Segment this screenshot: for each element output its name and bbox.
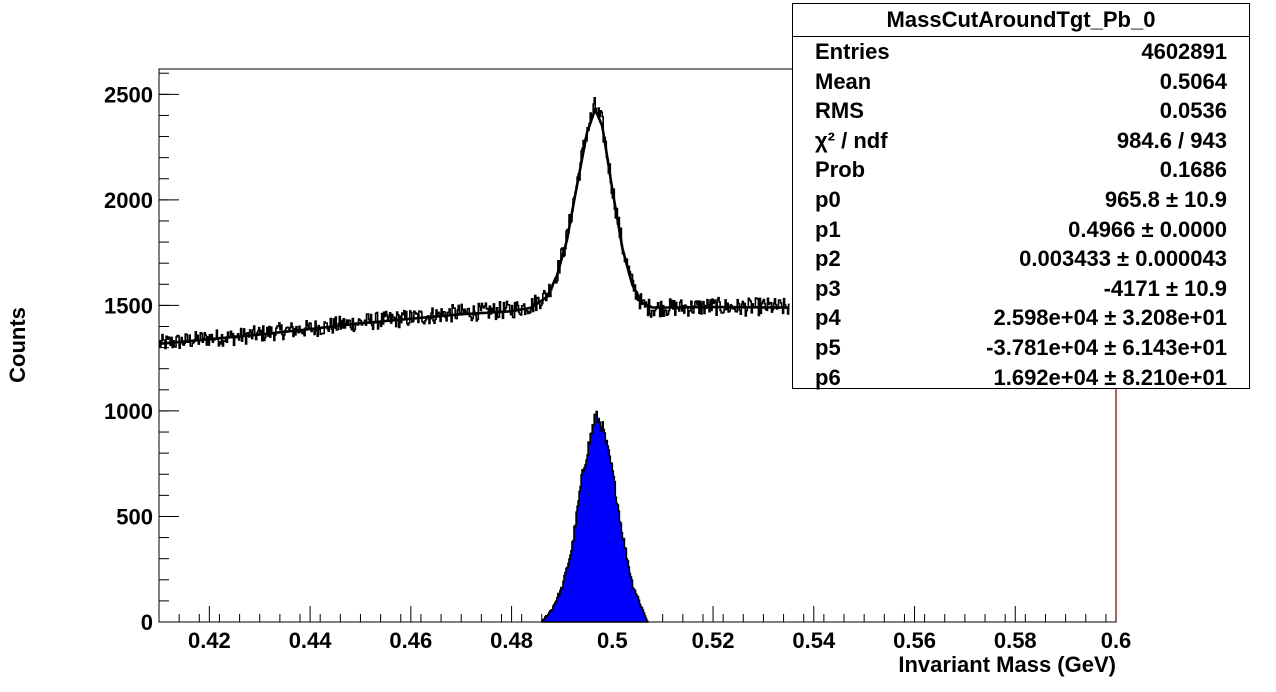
stats-row-value: 0.1686 — [1159, 157, 1227, 183]
y-tick-label: 0 — [141, 610, 153, 635]
stats-row-name: p1 — [815, 216, 841, 242]
stats-row: p4 2.598e+04 ± 3.208e+01 — [815, 303, 1227, 333]
stats-row-value: 2.598e+04 ± 3.208e+01 — [993, 305, 1227, 331]
stats-row: Prob 0.1686 — [815, 155, 1227, 185]
x-tick-label: 0.54 — [792, 628, 836, 653]
stats-row-value: 0.4966 ± 0.0000 — [1068, 216, 1227, 242]
stats-row-value: 0.003433 ± 0.000043 — [1019, 246, 1227, 272]
x-tick-label: 0.44 — [289, 628, 333, 653]
stats-row: p2 0.003433 ± 0.000043 — [815, 244, 1227, 274]
stats-row: Mean 0.5064 — [815, 67, 1227, 97]
x-tick-label: 0.58 — [994, 628, 1037, 653]
stats-row-name: p6 — [815, 364, 841, 390]
stats-row: RMS 0.0536 — [815, 96, 1227, 126]
stats-row: p5 -3.781e+04 ± 6.143e+01 — [815, 333, 1227, 363]
y-tick-label: 1500 — [104, 293, 153, 318]
axes: 0.42 0.44 0.46 0.48 0.5 0.52 0.54 0.56 0.58 0.6 0 5… — [104, 69, 1131, 653]
stats-row-value: 4602891 — [1141, 39, 1227, 64]
stats-row: χ² / ndf 984.6 / 943 — [815, 126, 1227, 156]
stats-row-value: 0.5064 — [1159, 68, 1227, 94]
stats-row: p3 -4171 ± 10.9 — [815, 274, 1227, 304]
stats-row-value: 1.692e+04 ± 8.210e+01 — [993, 364, 1227, 390]
x-tick-label: 0.6 — [1101, 628, 1132, 653]
stats-rows: Entries 4602891 Mean 0.5064 RMS 0.0536 χ² / nd… — [793, 37, 1249, 392]
data-series — [158, 97, 790, 623]
stats-row-name: Mean — [815, 68, 872, 94]
stats-row-value: -4171 ± 10.9 — [1103, 275, 1227, 301]
stats-row-name: Entries — [815, 39, 890, 64]
stats-row: p6 1.692e+04 ± 8.210e+01 — [815, 363, 1227, 393]
x-tick-label: 0.48 — [490, 628, 533, 653]
stats-row-value: 984.6 / 943 — [1116, 127, 1227, 153]
y-tick-label: 1000 — [104, 399, 153, 424]
x-tick-label: 0.56 — [893, 628, 936, 653]
stats-row-name: p0 — [815, 186, 841, 212]
stats-row-name: χ² / ndf — [815, 127, 888, 153]
stats-row-name: p3 — [815, 275, 841, 301]
y-tick-label: 500 — [116, 504, 153, 529]
y-tick-label: 2500 — [104, 82, 153, 107]
stats-row-name: p2 — [815, 246, 841, 272]
stats-box: MassCutAroundTgt_Pb_0 Entries 4602891 Mean… — [792, 3, 1250, 392]
stats-row-name: RMS — [815, 98, 864, 124]
stats-title: MassCutAroundTgt_Pb_0 — [793, 4, 1249, 37]
stats-row-name: Prob — [815, 157, 866, 183]
x-tick-label: 0.5 — [597, 628, 628, 653]
stats-row-value: -3.781e+04 ± 6.143e+01 — [986, 334, 1227, 360]
stats-row: p0 965.8 ± 10.9 — [815, 185, 1227, 215]
x-tick-label: 0.42 — [188, 628, 231, 653]
stats-row-name: p5 — [815, 334, 841, 360]
x-tick-label: 0.52 — [692, 628, 735, 653]
stats-row-value: 0.0536 — [1159, 98, 1227, 124]
fit-curve — [158, 107, 789, 346]
histogram-series — [159, 97, 790, 350]
y-tick-label: 2000 — [104, 188, 153, 213]
filled-signal-histogram — [541, 410, 649, 623]
stats-row-value: 965.8 ± 10.9 — [1104, 186, 1227, 212]
stats-row: Entries 4602891 — [815, 37, 1227, 67]
stats-row-name: p4 — [815, 305, 841, 331]
stats-row: p1 0.4966 ± 0.0000 — [815, 215, 1227, 245]
x-tick-label: 0.46 — [389, 628, 432, 653]
x-axis-label: Invariant Mass (GeV) — [898, 652, 1116, 677]
y-axis-label: Counts — [5, 307, 30, 383]
